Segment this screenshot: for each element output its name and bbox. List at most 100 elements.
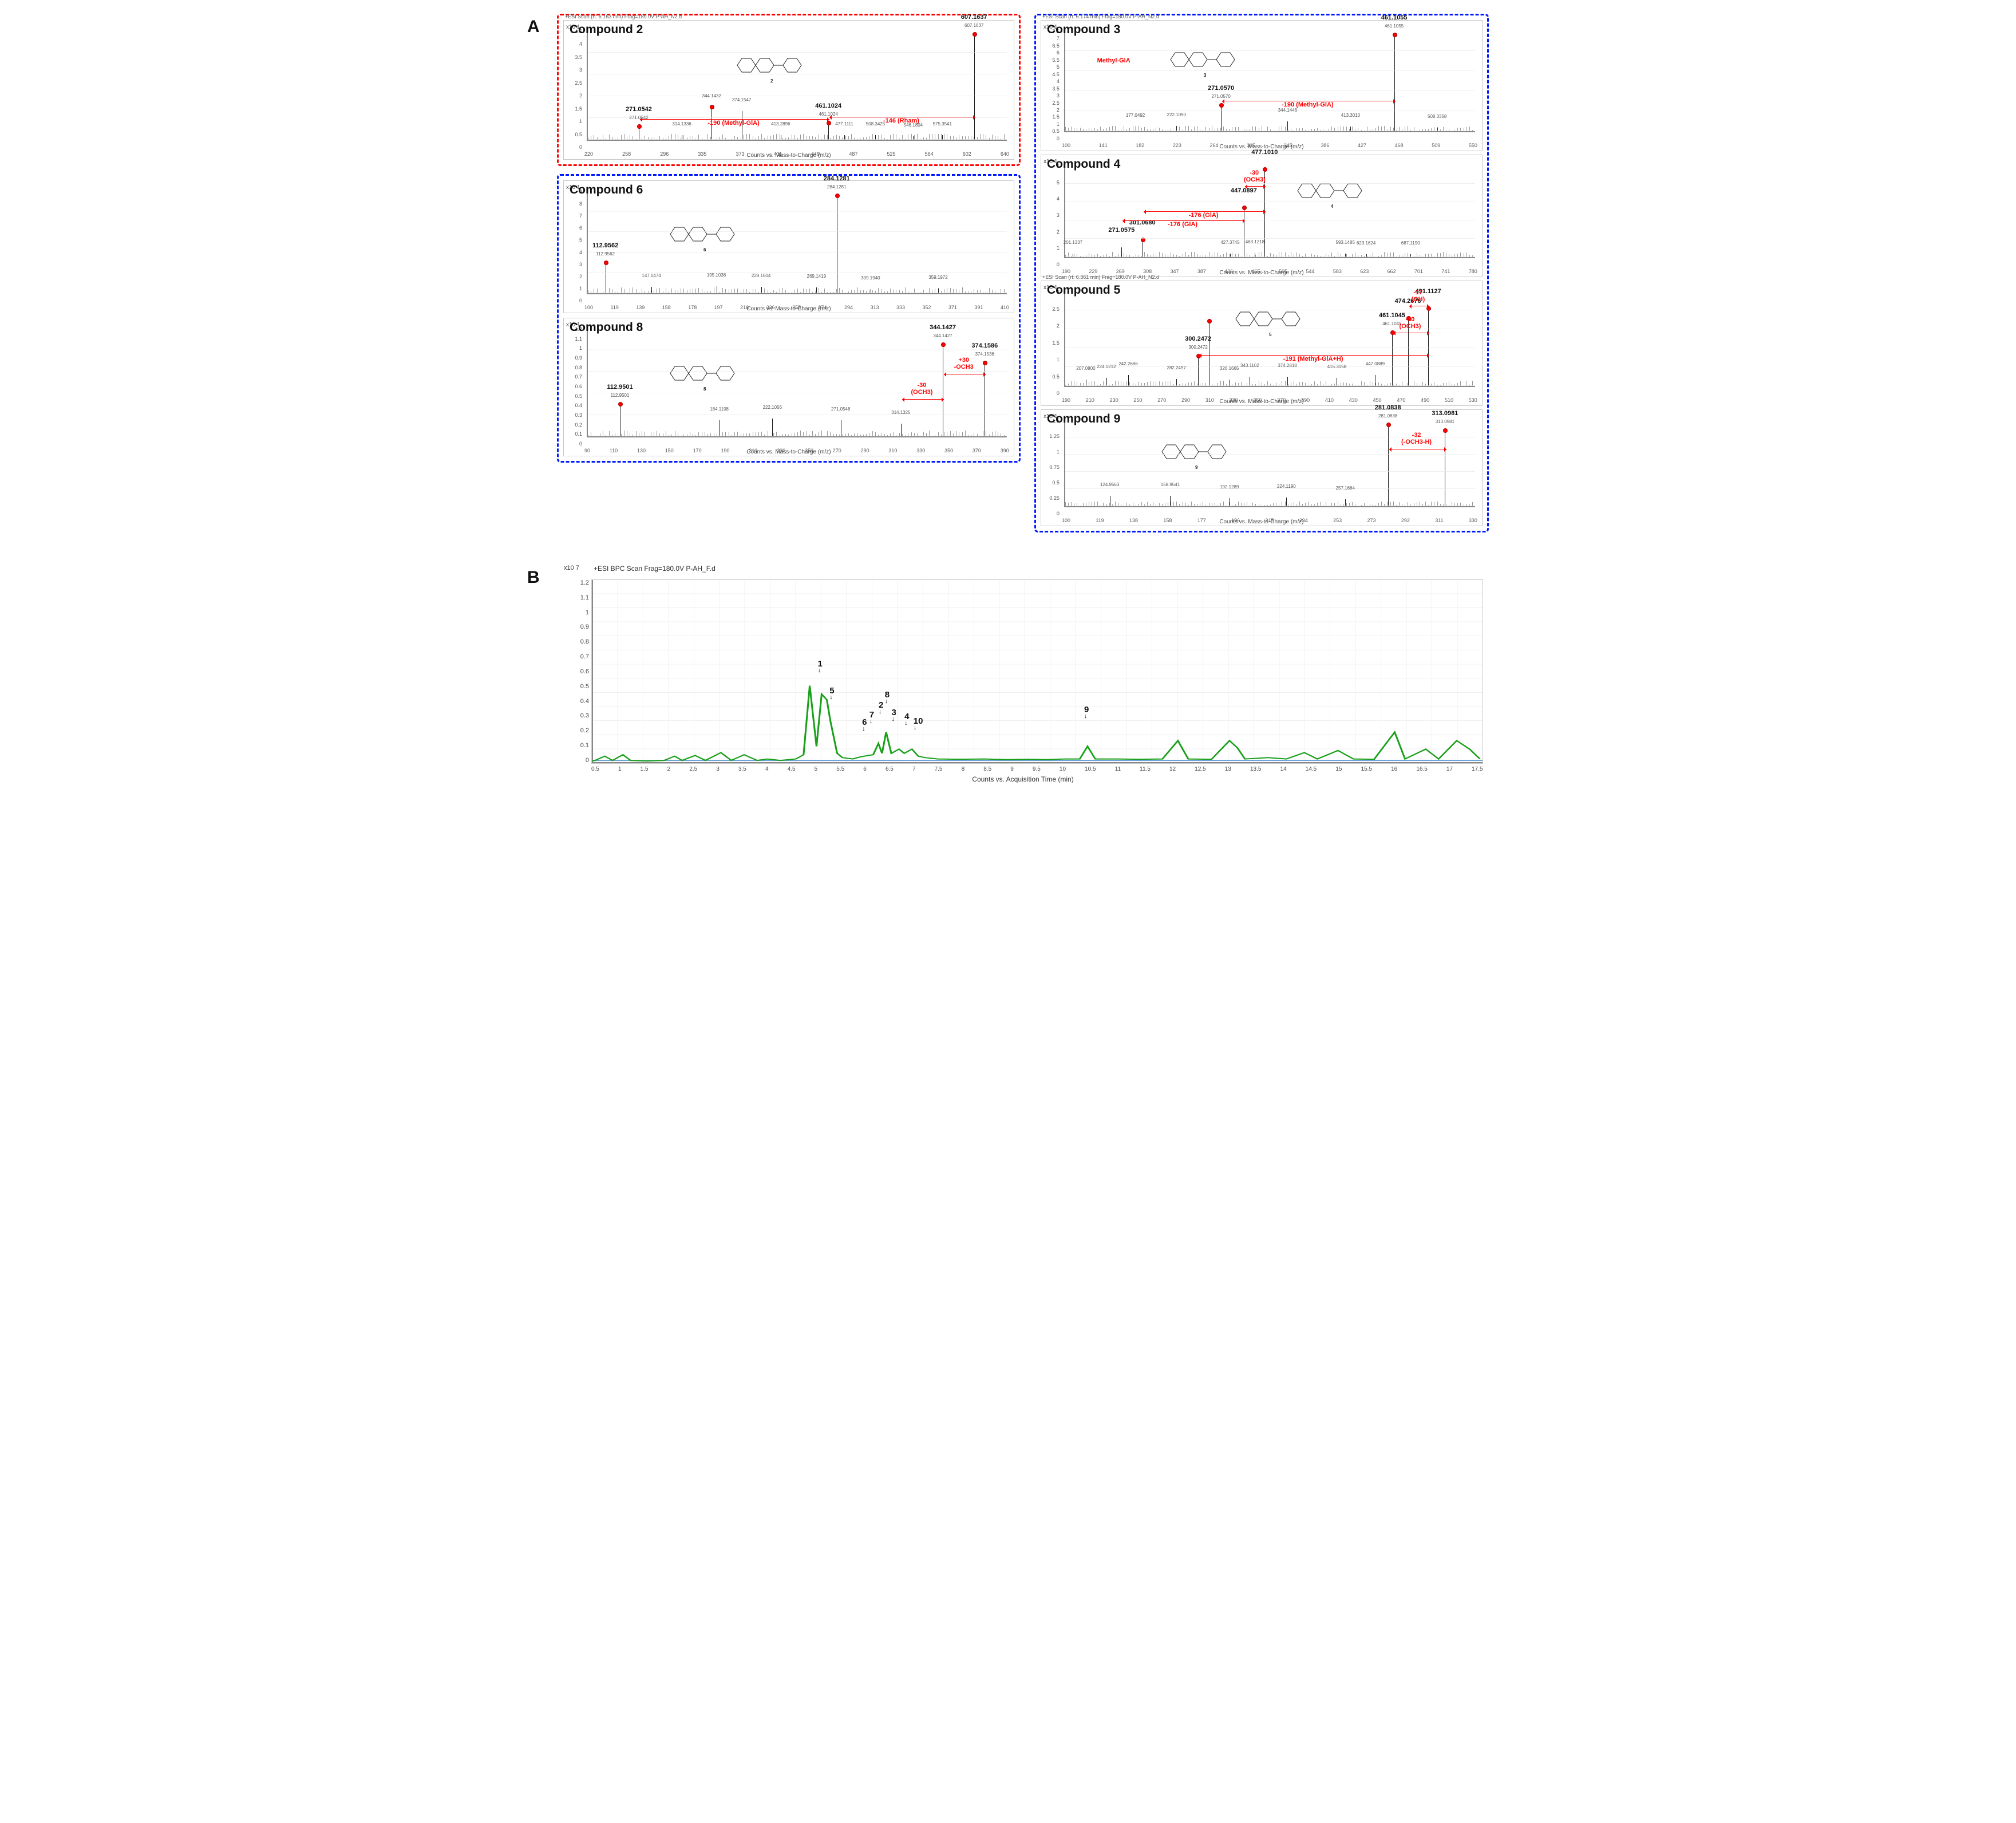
peak-label: 300.2472 — [1185, 336, 1211, 342]
ms-peak — [1345, 499, 1346, 506]
compound3-4-5-9-group: +ESI Scan (rt: 6.174 min) Frag=180.0V P-… — [1034, 14, 1489, 532]
spectrum-plot: 112.9501112.9501184.1108222.1056271.0548… — [587, 329, 1007, 437]
panel-a-row: A +ESI Scan (rt: 6.163 min) Frag=180.0V … — [527, 14, 1489, 532]
peak-label-small: 344.1446 — [1278, 108, 1297, 113]
peak-label: 271.0570 — [1208, 85, 1234, 92]
panel-header: +ESI Scan (rt: 6.174 min) Frag=180.0V P-… — [1042, 14, 1159, 19]
peak-label-small: 374.2818 — [1278, 363, 1296, 368]
structure-icon: 8 — [663, 361, 744, 396]
peak-label: 271.0542 — [626, 106, 652, 113]
peak-label-small: 309.1940 — [861, 275, 880, 281]
panel-title: Compound 4 — [1047, 157, 1120, 171]
figure: A +ESI Scan (rt: 6.163 min) Frag=180.0V … — [504, 0, 1512, 808]
ms-peak — [816, 287, 817, 293]
peak-label: 112.9562 — [592, 242, 618, 249]
peak-label-small: 282.2497 — [1167, 365, 1186, 370]
peak-label: 374.1586 — [971, 342, 998, 349]
fragment-annotation: -191 (Methyl-GlA+H) — [1198, 355, 1428, 362]
spectrum-plot: 124.9563158.9541192.1289224.1190257.1664… — [1064, 420, 1475, 507]
structure-drawing: 4 — [1291, 178, 1371, 214]
peak-label-small: 207.0800 — [1076, 366, 1095, 371]
chrom-peak-label: 5↓ — [829, 686, 834, 699]
fragment-annotation: -146 (Rham) — [828, 117, 974, 124]
structure-drawing: 2 — [730, 53, 811, 88]
panel-xlab: Counts vs. Mass-to-Charge (m/z) — [1041, 519, 1482, 525]
chrom-ylab: x10 7 — [564, 565, 579, 571]
panel-yticks: 00.10.20.30.40.50.60.70.80.911.11.2 — [566, 326, 582, 447]
structure-drawing: 8 — [663, 361, 744, 396]
peak-label: 607.1637 — [961, 14, 987, 21]
peak-label-small: 222.1090 — [1167, 112, 1186, 117]
peak-label-small: 269.1419 — [807, 274, 826, 279]
chrom-peak-label: 6↓ — [862, 717, 867, 731]
chrom-peak-label: 10↓ — [914, 716, 923, 729]
ms-peak — [942, 135, 943, 140]
chrom-header: +ESI BPC Scan Frag=180.0V P-AH_F.d — [594, 565, 716, 573]
chromatogram: 1↓5↓2↓7↓6↓8↓3↓4↓10↓9↓ — [591, 579, 1483, 764]
panel-title: Compound 8 — [570, 321, 643, 334]
fragment-annotation: -176 (GlA) — [1143, 211, 1265, 219]
compound6-8-group: Compound 6 x10 1 0123456789 112.9562112.… — [557, 174, 1021, 463]
fragment-annotation: -176 (GlA) — [1121, 220, 1244, 228]
svg-text:6: 6 — [703, 247, 706, 252]
peak-label: 461.1055 — [1381, 14, 1408, 21]
fragment-annotation: -32(-OCH3-H) — [1388, 432, 1445, 452]
fragment-annotation: -190 (Methyl-GlA) — [639, 119, 828, 127]
peak-label: 477.1010 — [1251, 149, 1278, 156]
chrom-peak-label: 9↓ — [1084, 705, 1089, 718]
ms-peak — [1345, 254, 1346, 257]
panel-yticks: 0123456 — [1043, 163, 1060, 267]
fragment-annotation: +30-OCH3 — [943, 357, 985, 377]
panel-yticks: 00.511.522.533.544.5 — [566, 29, 582, 150]
ms-peak — [1176, 126, 1177, 131]
chrom-peak-label: 1↓ — [818, 659, 823, 672]
peak-label-small: 687.1190 — [1401, 240, 1420, 246]
ms-peak — [938, 289, 939, 293]
ms-peak — [1170, 496, 1171, 506]
chrom-trace — [592, 580, 1483, 763]
ms-peak — [1230, 254, 1231, 257]
peak-label-small: 271.0548 — [831, 407, 850, 412]
peak-label-small: 374.1536 — [975, 352, 994, 357]
peak-label-small: 284.1281 — [827, 184, 846, 190]
peak-label-small: 158.9541 — [1161, 482, 1180, 487]
ms-peak — [1394, 35, 1395, 131]
fragment-annotation: -30(OCH3) — [1244, 169, 1264, 190]
structure-icon: 5 — [1229, 306, 1309, 342]
panel-xlab: Counts vs. Mass-to-Charge (m/z) — [564, 306, 1014, 312]
peak-label-small: 313.0981 — [1436, 419, 1454, 424]
chrom-peak-label: 3↓ — [892, 708, 896, 721]
panel-title: Compound 2 — [570, 23, 643, 37]
spectrum-plot: 177.0492222.1090271.0570271.0570344.1446… — [1064, 31, 1475, 132]
peak-label-small: 177.0492 — [1126, 113, 1145, 118]
panel-title: Compound 3 — [1047, 23, 1120, 37]
structure-icon: 3 — [1164, 47, 1244, 82]
ms-peak — [875, 135, 876, 140]
chrom-peak-label: 7↓ — [869, 710, 874, 723]
peak-label-small: 224.1190 — [1277, 484, 1296, 489]
left-column: +ESI Scan (rt: 6.163 min) Frag=180.0V P-… — [557, 14, 1021, 532]
panel-yticks: 0123456789 — [566, 189, 582, 303]
peak-label-small: 593.1485 — [1336, 240, 1355, 245]
right-column: +ESI Scan (rt: 6.174 min) Frag=180.0V P-… — [1034, 14, 1489, 532]
panel-title: Compound 5 — [1047, 283, 1120, 297]
peak-label-small: 184.1108 — [710, 407, 729, 412]
ms-peak — [828, 123, 829, 140]
spectrum-plot: 271.0542271.0542314.1336344.1432374.1547… — [587, 31, 1007, 141]
peak-label-small: 326.1665 — [1220, 366, 1239, 371]
structure-drawing: 6 — [663, 222, 744, 257]
ms-peak — [651, 287, 652, 293]
svg-text:8: 8 — [703, 386, 706, 392]
ms-peak — [1350, 127, 1351, 131]
peak-label-small: 300.2472 — [1188, 345, 1207, 350]
ms-peak — [1221, 105, 1222, 132]
peak-label-small: 224.1212 — [1097, 364, 1116, 369]
panel-title: Compound 6 — [570, 183, 643, 197]
compound5-panel: +ESI Scan (rt: 6.361 min) Frag=180.0V P-… — [1041, 281, 1483, 406]
panel-header: +ESI Scan (rt: 6.361 min) Frag=180.0V P-… — [1042, 274, 1159, 280]
peak-label: 281.0838 — [1375, 404, 1401, 411]
spectrum-plot: 112.9562112.9562147.0474195.1038228.1604… — [587, 191, 1007, 294]
chromatogram-panel: x10 7 +ESI BPC Scan Frag=180.0V P-AH_F.d… — [557, 565, 1489, 774]
peak-label-small: 112.9562 — [596, 251, 615, 257]
peak-label-small: 359.1972 — [928, 275, 947, 280]
